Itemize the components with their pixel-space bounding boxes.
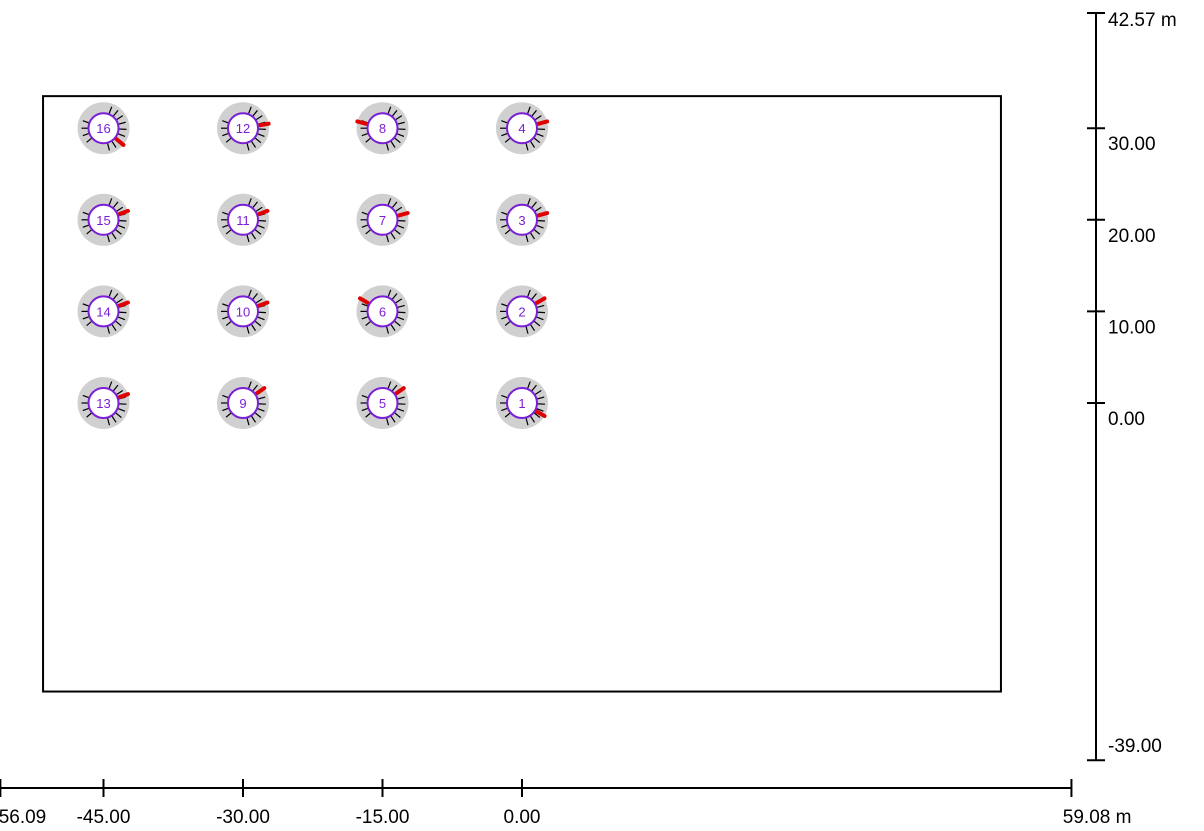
node-marker[interactable]: 6 bbox=[356, 285, 409, 338]
node-marker[interactable]: 8 bbox=[355, 102, 409, 155]
node-ring bbox=[506, 112, 538, 145]
node-ring bbox=[227, 387, 259, 419]
node-label: 12 bbox=[236, 121, 250, 136]
node-marker[interactable]: 9 bbox=[217, 377, 269, 429]
node-direction-marker bbox=[254, 386, 267, 396]
node-ring bbox=[227, 295, 259, 328]
node-marker[interactable]: 3 bbox=[496, 193, 550, 246]
node-marker[interactable]: 7 bbox=[356, 193, 410, 246]
node-ring bbox=[366, 295, 399, 328]
node-marker[interactable]: 12 bbox=[217, 102, 271, 155]
node-ring bbox=[227, 112, 259, 145]
y-axis-tick-label: 42.57 m bbox=[1108, 10, 1177, 31]
node-direction-marker bbox=[534, 409, 547, 418]
node-ring bbox=[506, 295, 538, 328]
node-marker[interactable]: 15 bbox=[77, 193, 130, 246]
node-ring bbox=[87, 112, 120, 145]
node-label: 1 bbox=[518, 396, 525, 411]
node-direction-marker bbox=[534, 296, 547, 305]
boundary-rectangle bbox=[42, 95, 1002, 693]
node-ring bbox=[366, 112, 399, 145]
node-ring bbox=[366, 203, 399, 236]
node-label: 3 bbox=[518, 213, 525, 228]
node-direction-marker bbox=[256, 208, 270, 216]
node-marker[interactable]: 14 bbox=[77, 285, 130, 338]
node-ring bbox=[87, 295, 120, 328]
node-marker[interactable]: 13 bbox=[77, 377, 130, 429]
node-label: 8 bbox=[379, 121, 386, 136]
node-ring bbox=[506, 203, 538, 236]
node-marker[interactable]: 5 bbox=[356, 377, 409, 429]
node-marker[interactable]: 11 bbox=[217, 193, 270, 246]
node-label: 9 bbox=[239, 396, 246, 411]
y-axis-tick-label: 20.00 bbox=[1108, 226, 1156, 247]
node-direction-marker bbox=[117, 300, 130, 308]
y-axis-tick-label: 30.00 bbox=[1108, 134, 1156, 155]
node-direction-marker bbox=[394, 386, 406, 396]
y-axis: 42.57 m 30.00 20.00 10.00 0.00 -39.00 bbox=[1087, 10, 1177, 762]
x-axis-tick-label: 0.00 bbox=[504, 807, 541, 828]
node-label: 15 bbox=[96, 213, 110, 228]
node-direction-marker bbox=[396, 211, 410, 218]
node-marker[interactable]: 2 bbox=[496, 285, 548, 338]
node-ring bbox=[506, 387, 538, 419]
node-direction-marker bbox=[114, 137, 126, 147]
node-label: 16 bbox=[96, 121, 110, 136]
node-marker[interactable]: 10 bbox=[217, 285, 270, 338]
x-axis-tick-label: -56.09 bbox=[0, 807, 46, 828]
node-label: 6 bbox=[379, 304, 386, 319]
node-label: 13 bbox=[96, 396, 110, 411]
node-ring bbox=[366, 387, 399, 419]
node-ring bbox=[87, 387, 120, 419]
node-direction-marker bbox=[536, 211, 550, 218]
x-axis-tick-label: -15.00 bbox=[356, 807, 410, 828]
node-direction-marker bbox=[536, 119, 550, 126]
node-ring bbox=[87, 203, 120, 236]
node-marker[interactable]: 4 bbox=[496, 102, 550, 155]
node-direction-marker bbox=[117, 392, 130, 400]
node-marker[interactable]: 1 bbox=[496, 377, 548, 429]
x-axis-tick-label: 59.08 m bbox=[1063, 807, 1132, 828]
node-direction-marker bbox=[256, 300, 270, 308]
node-label: 14 bbox=[96, 304, 110, 319]
node-marker[interactable]: 16 bbox=[77, 102, 130, 155]
y-axis-tick-label: 10.00 bbox=[1108, 317, 1156, 338]
x-axis-tick-label: -45.00 bbox=[77, 807, 131, 828]
node-direction-marker bbox=[357, 296, 370, 305]
node-label: 4 bbox=[518, 121, 525, 136]
node-direction-marker bbox=[355, 119, 369, 126]
x-axis: -56.09 -45.00 -30.00 -15.00 0.00 59.08 m bbox=[0, 779, 1131, 828]
node-direction-marker bbox=[257, 121, 271, 128]
node-label: 7 bbox=[379, 213, 386, 228]
y-axis-tick-label: -39.00 bbox=[1108, 736, 1162, 757]
node-label: 11 bbox=[236, 213, 250, 228]
y-axis-tick-label: 0.00 bbox=[1108, 409, 1145, 430]
node-label: 2 bbox=[518, 304, 525, 319]
x-axis-tick-label: -30.00 bbox=[216, 807, 270, 828]
boundary-layer bbox=[42, 95, 1002, 693]
node-direction-marker bbox=[117, 208, 130, 216]
node-label: 5 bbox=[379, 396, 386, 411]
node-label: 10 bbox=[236, 304, 250, 319]
node-ring bbox=[227, 203, 259, 236]
